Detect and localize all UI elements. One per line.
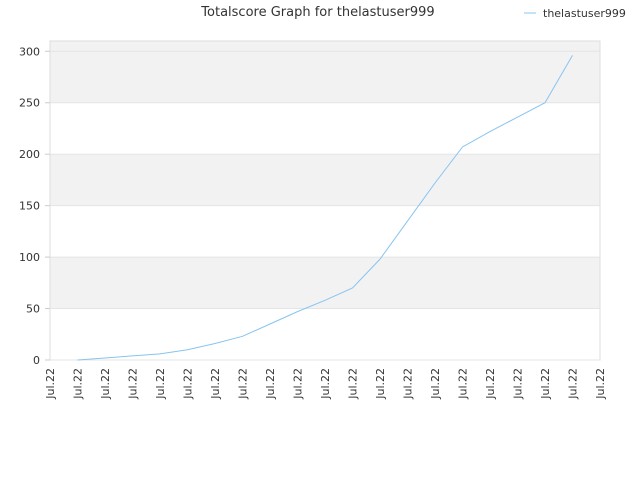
x-tick-label: Jul.22 bbox=[484, 368, 497, 400]
y-tick-label: 200 bbox=[19, 148, 40, 161]
x-tick-label: Jul.22 bbox=[154, 368, 167, 400]
x-tick-label: Jul.22 bbox=[429, 368, 442, 400]
x-tick-label: Jul.22 bbox=[457, 368, 470, 400]
x-tick-label: Jul.22 bbox=[182, 368, 195, 400]
x-tick-label: Jul.22 bbox=[594, 368, 607, 400]
y-tick-label: 300 bbox=[19, 45, 40, 58]
x-tick-label: Jul.22 bbox=[539, 368, 552, 400]
grid-band bbox=[50, 41, 600, 52]
x-tick-label: Jul.22 bbox=[567, 368, 580, 400]
x-tick-label: Jul.22 bbox=[512, 368, 525, 400]
y-tick-label: 150 bbox=[19, 200, 40, 213]
y-tick-label: 100 bbox=[19, 251, 40, 264]
x-tick-label: Jul.22 bbox=[72, 368, 85, 400]
grid-band bbox=[50, 51, 600, 103]
x-tick-label: Jul.22 bbox=[237, 368, 250, 400]
x-tick-label: Jul.22 bbox=[209, 368, 222, 400]
y-tick-label: 50 bbox=[26, 303, 40, 316]
y-tick-label: 250 bbox=[19, 97, 40, 110]
x-tick-label: Jul.22 bbox=[264, 368, 277, 400]
x-tick-label: Jul.22 bbox=[319, 368, 332, 400]
x-tick-label: Jul.22 bbox=[99, 368, 112, 400]
chart-title: Totalscore Graph for thelastuser999 bbox=[200, 5, 434, 20]
grid-band bbox=[50, 154, 600, 206]
y-tick-label: 0 bbox=[33, 354, 40, 367]
x-tick-label: Jul.22 bbox=[44, 368, 57, 400]
x-tick-label: Jul.22 bbox=[292, 368, 305, 400]
x-tick-label: Jul.22 bbox=[127, 368, 140, 400]
legend-label: thelastuser999 bbox=[543, 7, 626, 20]
x-tick-label: Jul.22 bbox=[347, 368, 360, 400]
x-tick-label: Jul.22 bbox=[402, 368, 415, 400]
line bbox=[77, 55, 573, 361]
x-tick-label: Jul.22 bbox=[374, 368, 387, 400]
